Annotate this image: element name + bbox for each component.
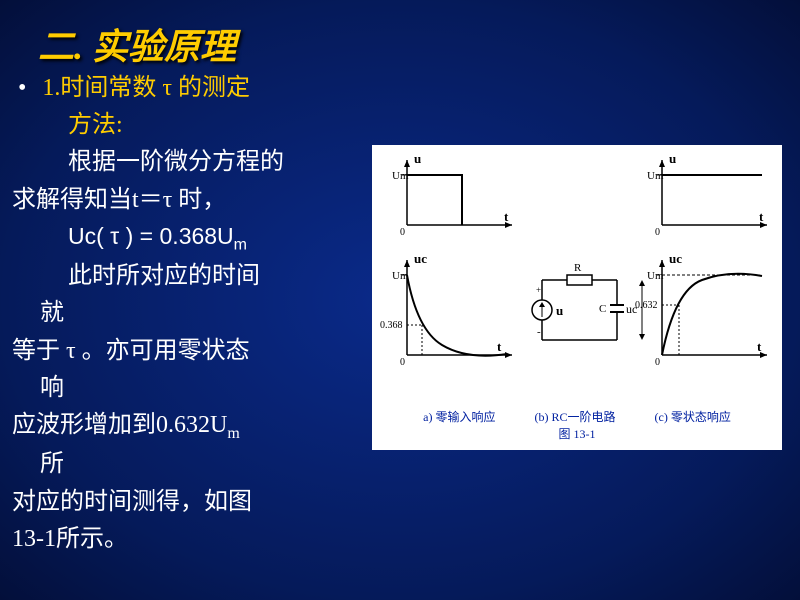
chart-bottom-right: Um 0.632 uc t 0 xyxy=(635,251,767,368)
circuit-diagram: R C u uc + - xyxy=(532,262,645,340)
label-C: C xyxy=(599,303,606,315)
label-Um: Um xyxy=(647,170,664,182)
figure-captions: a) 零输入响应 (b) RC一阶电路 (c) 零状态响应 图 13-1 xyxy=(372,408,782,442)
label-Um: Um xyxy=(392,170,409,182)
label-t: t xyxy=(504,209,509,224)
chart-top-right: Um u t 0 xyxy=(647,151,767,238)
caption-c: (c) 零状态响应 xyxy=(655,408,731,425)
text-line-1: 根据一阶微分方程的 xyxy=(0,144,370,181)
label-t: t xyxy=(759,209,764,224)
label-uc: uc xyxy=(669,251,682,266)
text-line-4a: 等于 τ 。亦可用零状态 xyxy=(0,333,370,370)
caption-a: a) 零输入响应 xyxy=(423,408,495,425)
label-t: t xyxy=(497,339,502,354)
label-u: u xyxy=(414,151,421,166)
label-zero: 0 xyxy=(400,227,405,238)
text-line-5a: 应波形增加到0.632Um xyxy=(0,407,370,447)
formula-line: Uc( τ ) = 0.368Um xyxy=(0,219,370,258)
chart-top-left: Um u t 0 xyxy=(392,151,512,238)
text-line-4b: 响 xyxy=(0,370,370,407)
label-Um: Um xyxy=(392,270,409,282)
text-line-3b: 就 xyxy=(0,295,370,332)
label-zero: 0 xyxy=(655,227,660,238)
svg-text:+: + xyxy=(536,285,541,295)
caption-b: (b) RC一阶电路 xyxy=(534,408,615,425)
heading-line2: 方法: xyxy=(0,107,370,144)
section-title: 二. 实验原理 xyxy=(0,0,800,70)
figure-svg: Um u t 0 Um u t 0 xyxy=(372,145,782,415)
text-line-5b: 所 xyxy=(0,446,370,483)
label-zero: 0 xyxy=(655,357,660,368)
figure-panel: Um u t 0 Um u t 0 xyxy=(372,145,782,450)
label-0632: 0.632 xyxy=(635,300,658,311)
text-line-6: 对应的时间测得，如图 xyxy=(0,484,370,521)
chart-bottom-left: Um 0.368 uc t 0 xyxy=(380,251,512,368)
label-uc: uc xyxy=(414,251,427,266)
text-line-2: 求解得知当t＝τ 时， xyxy=(0,182,370,219)
label-u: u xyxy=(669,151,676,166)
text-line-7: 13-1所示。 xyxy=(0,521,370,558)
heading-bullet: 1.时间常数 τ 的测定 xyxy=(0,70,370,107)
label-R: R xyxy=(574,262,582,274)
caption-fig: 图 13-1 xyxy=(372,425,782,442)
label-u-src: u xyxy=(556,303,563,318)
label-t: t xyxy=(757,339,762,354)
body-text: 1.时间常数 τ 的测定 方法: 根据一阶微分方程的 求解得知当t＝τ 时， U… xyxy=(0,70,370,558)
label-0368: 0.368 xyxy=(380,320,403,331)
svg-text:-: - xyxy=(537,326,541,338)
label-Um: Um xyxy=(647,270,664,282)
text-line-3a: 此时所对应的时间 xyxy=(0,258,370,295)
subsection-heading: 1.时间常数 τ 的测定 xyxy=(42,75,250,101)
label-zero: 0 xyxy=(400,357,405,368)
